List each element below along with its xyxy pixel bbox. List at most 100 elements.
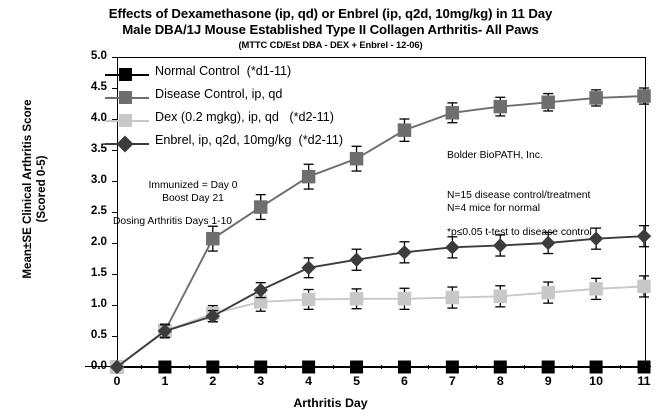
series-line — [116, 95, 645, 368]
legend-label: Disease Control, ip, qd — [155, 87, 283, 101]
y-tick-mark — [112, 212, 117, 213]
y-tick-label: 2.5 — [90, 204, 107, 217]
annotation-pvalue: *p≤0.05 t-test to disease control — [447, 227, 592, 238]
data-point-marker — [301, 260, 316, 275]
plot-area — [109, 87, 652, 375]
data-point-marker — [206, 360, 220, 374]
data-point-marker — [349, 151, 364, 166]
data-point-marker — [541, 285, 555, 300]
legend-label: Normal Control (*d1-11) — [155, 64, 292, 78]
legend-label: Enbrel, ip, q2d, 10mg/kg (*d2-11) — [155, 133, 344, 147]
series-line — [116, 285, 645, 368]
x-tick-label: 2 — [209, 374, 217, 388]
x-tick-label: 6 — [401, 374, 408, 388]
series-2 — [110, 275, 651, 374]
data-point-marker — [397, 245, 412, 260]
series-3 — [109, 224, 652, 375]
data-point-marker — [206, 231, 220, 246]
y-axis-label: Mean±SE Clinical Arthritis Score (Scored… — [21, 59, 49, 319]
data-point-marker — [158, 360, 172, 374]
x-tick-label: 9 — [544, 374, 552, 388]
annotation-company: Bolder BioPATH, Inc. — [447, 150, 543, 161]
annotation-dosing: Dosing Arthritis Days 1-10 — [113, 216, 233, 227]
data-point-marker — [445, 106, 460, 120]
data-point-marker — [637, 279, 651, 294]
data-point-marker — [253, 295, 268, 309]
y-tick-label: 5.0 — [90, 49, 107, 62]
data-point-marker — [637, 89, 651, 103]
chart-title-line-1: Effects of Dexamethasone (ip, qd) or Enb… — [108, 6, 553, 21]
data-point-marker — [589, 282, 603, 296]
data-point-marker — [541, 95, 555, 110]
x-tick-label: 11 — [637, 374, 651, 388]
plot-area-border — [117, 57, 646, 368]
y-tick-mark — [112, 88, 117, 89]
y-axis-label-line-1: Mean±SE Clinical Arthritis Score — [21, 99, 34, 279]
data-point-marker — [589, 91, 603, 105]
data-point-marker — [493, 289, 508, 304]
series-0 — [110, 360, 651, 374]
data-point-marker — [397, 292, 412, 306]
data-point-marker — [493, 238, 508, 253]
y-tick-mark — [112, 119, 117, 120]
data-point-marker — [301, 292, 316, 307]
annotation-immunized: Immunized = Day 0 Boost Day 21 — [148, 180, 238, 204]
data-point-marker — [254, 360, 268, 374]
data-point-marker — [541, 360, 555, 374]
chart-subtitle: (MTTC CD/Est DBA - DEX + Enbrel - 12-06) — [238, 39, 423, 50]
data-point-marker — [157, 323, 173, 339]
data-point-marker — [493, 360, 507, 374]
series-line — [116, 235, 645, 368]
data-point-marker — [397, 123, 412, 137]
y-tick-label: 3.5 — [90, 142, 107, 155]
y-axis-label-line-2: (Scored 0-5) — [35, 155, 48, 223]
data-point-marker — [302, 360, 316, 374]
y-tick-mark — [112, 150, 117, 151]
x-tick-label: 7 — [448, 374, 456, 388]
data-point-marker — [493, 99, 508, 114]
data-point-marker — [301, 169, 316, 184]
y-tick-label: 2.0 — [90, 235, 107, 248]
data-point-marker — [350, 360, 364, 374]
data-point-marker — [349, 252, 364, 267]
data-point-marker — [636, 228, 652, 244]
y-tick-label: 0.0 — [90, 359, 107, 372]
y-tick-label: 3.0 — [90, 173, 107, 186]
y-tick-label: 4.0 — [90, 111, 107, 124]
annotation-n-counts: N=15 disease control/treatment N=4 mice … — [447, 190, 591, 214]
y-tick-mark — [112, 57, 117, 58]
data-point-marker — [253, 200, 268, 214]
data-point-marker — [397, 360, 411, 374]
data-point-marker — [445, 290, 460, 305]
x-tick-label: 1 — [161, 374, 169, 388]
y-tick-label: 0.5 — [90, 328, 107, 341]
data-point-marker — [349, 292, 364, 306]
data-point-marker — [445, 360, 459, 374]
legend-square-icon — [119, 68, 132, 81]
x-tick-label: 0 — [113, 374, 121, 388]
data-point-marker — [540, 235, 556, 251]
x-tick-label: 4 — [305, 374, 313, 388]
x-tick-label: 8 — [496, 374, 504, 388]
data-point-marker — [445, 240, 460, 255]
legend-square-icon — [119, 91, 132, 104]
chart-title-line-2: Male DBA/1J Mouse Established Type II Co… — [122, 22, 539, 37]
legend-square-icon — [119, 114, 132, 127]
x-axis-label: Arthritis Day — [293, 396, 368, 410]
y-tick-mark — [112, 336, 117, 337]
data-point-marker — [589, 360, 603, 374]
y-tick-mark — [112, 181, 117, 182]
y-tick-label: 1.5 — [90, 266, 107, 279]
data-point-marker — [109, 359, 125, 375]
y-tick-mark — [112, 243, 117, 244]
y-tick-mark — [112, 305, 117, 306]
legend-label: Dex (0.2 mgkg), ip, qd (*d2-11) — [155, 110, 334, 124]
x-tick-label: 3 — [257, 374, 265, 388]
y-tick-label: 1.0 — [90, 297, 107, 310]
data-point-marker — [637, 360, 651, 374]
y-tick-label: 4.5 — [90, 80, 107, 93]
x-tick-label: 10 — [589, 374, 603, 388]
y-tick-mark — [112, 274, 117, 275]
x-tick-label: 5 — [353, 374, 360, 388]
